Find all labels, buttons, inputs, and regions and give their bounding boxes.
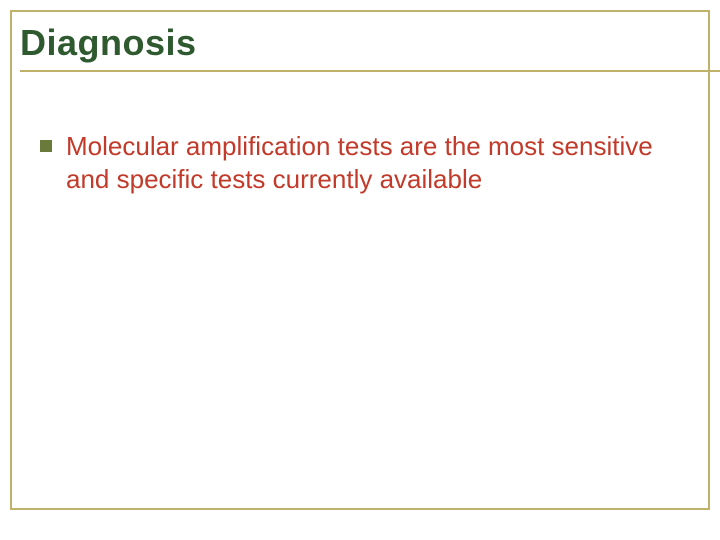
square-bullet-icon	[40, 140, 52, 152]
list-item: Molecular amplification tests are the mo…	[40, 130, 680, 195]
bullet-text: Molecular amplification tests are the mo…	[66, 130, 680, 195]
title-block: Diagnosis	[20, 22, 197, 64]
title-underline	[20, 70, 720, 72]
slide-frame	[10, 10, 710, 510]
body-area: Molecular amplification tests are the mo…	[40, 130, 680, 195]
slide: Diagnosis Molecular amplification tests …	[0, 0, 720, 540]
slide-title: Diagnosis	[20, 22, 197, 64]
